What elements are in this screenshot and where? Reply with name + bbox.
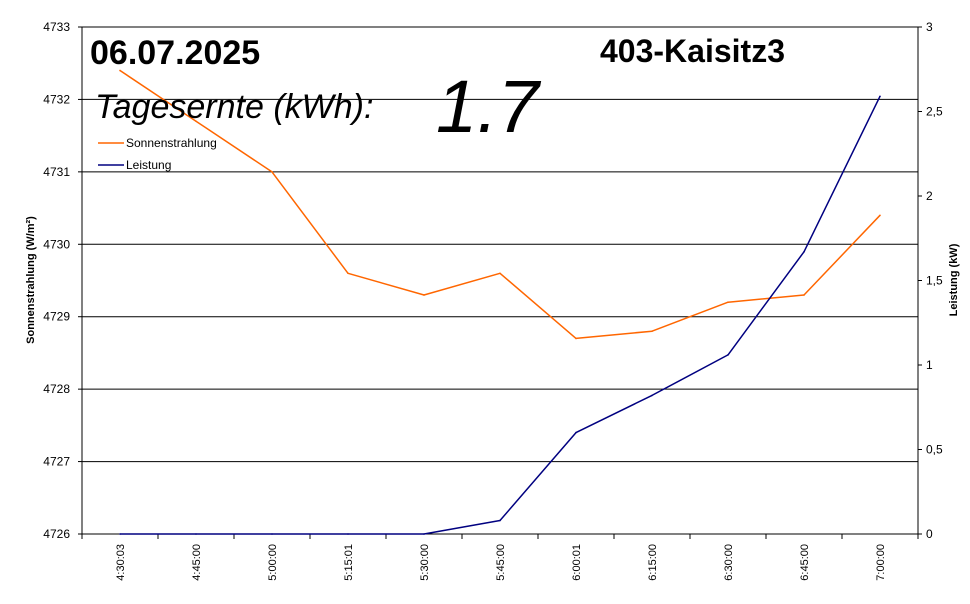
data-point-leistung xyxy=(499,519,501,522)
data-point-leistung xyxy=(347,533,349,535)
data-point-leistung xyxy=(803,250,805,253)
y-tick-label-left: 4732 xyxy=(43,92,70,106)
data-point-sonnenstrahlung xyxy=(119,69,121,72)
data-point-sonnenstrahlung xyxy=(195,120,197,122)
y-tick-label-right: 2 xyxy=(926,189,933,203)
y-tick-label-left: 4726 xyxy=(43,527,70,541)
x-tick-label: 5:15:01 xyxy=(343,544,355,581)
data-point-sonnenstrahlung xyxy=(879,214,881,217)
x-tick-label: 6:00:01 xyxy=(571,544,583,581)
x-tick-label: 5:45:00 xyxy=(495,544,507,581)
data-point-sonnenstrahlung xyxy=(651,330,653,333)
y-tick-label-right: 0 xyxy=(926,527,933,541)
data-point-leistung xyxy=(119,533,121,535)
data-point-sonnenstrahlung xyxy=(423,294,425,296)
data-point-sonnenstrahlung xyxy=(271,171,273,173)
data-point-leistung xyxy=(727,354,729,356)
y-tick-label-right: 2,5 xyxy=(926,105,943,119)
x-tick-label: 5:00:00 xyxy=(267,544,279,581)
y-tick-label-right: 0,5 xyxy=(926,443,943,457)
legend-label-sonnenstrahlung: Sonnenstrahlung xyxy=(126,136,217,150)
data-point-sonnenstrahlung xyxy=(727,301,729,304)
legend-label-leistung: Leistung xyxy=(126,158,171,172)
y-tick-label-left: 4728 xyxy=(43,382,70,396)
y-tick-label-left: 4729 xyxy=(43,310,70,324)
data-point-leistung xyxy=(195,533,197,535)
y-tick-label-left: 4730 xyxy=(43,237,70,251)
y-tick-label-left: 4731 xyxy=(43,165,70,179)
y-tick-label-right: 3 xyxy=(926,20,933,34)
y-tick-label-left: 4733 xyxy=(43,20,70,34)
x-tick-label: 7:00:00 xyxy=(875,544,887,581)
x-tick-label: 4:30:03 xyxy=(115,544,127,581)
data-point-leistung xyxy=(879,95,881,98)
y-tick-label-right: 1,5 xyxy=(926,274,943,288)
data-point-sonnenstrahlung xyxy=(803,294,805,296)
daily-yield-value: 1.7 xyxy=(436,65,539,148)
data-point-leistung xyxy=(423,533,425,535)
x-tick-label: 6:45:00 xyxy=(799,544,811,581)
data-point-leistung xyxy=(651,394,653,397)
y-axis-title-left: Sonnenstrahlung (W/m²) xyxy=(25,216,37,344)
y-tick-label-left: 4727 xyxy=(43,455,70,469)
y-tick-label-right: 1 xyxy=(926,358,933,372)
data-point-leistung xyxy=(575,431,577,434)
daily-yield-label: Tagesernte (kWh): xyxy=(95,88,374,126)
date-title: 06.07.2025 xyxy=(90,34,261,72)
data-point-sonnenstrahlung xyxy=(347,272,349,275)
data-point-sonnenstrahlung xyxy=(575,337,577,340)
station-title: 403-Kaisitz3 xyxy=(600,33,785,69)
x-tick-label: 4:45:00 xyxy=(191,544,203,581)
x-tick-label: 5:30:00 xyxy=(419,544,431,581)
x-tick-label: 6:15:00 xyxy=(647,544,659,581)
data-point-sonnenstrahlung xyxy=(499,272,501,275)
y-axis-title-right: Leistung (kW) xyxy=(948,243,960,316)
data-point-leistung xyxy=(271,533,273,535)
series-line-leistung xyxy=(120,95,881,535)
x-tick-label: 6:30:00 xyxy=(723,544,735,581)
